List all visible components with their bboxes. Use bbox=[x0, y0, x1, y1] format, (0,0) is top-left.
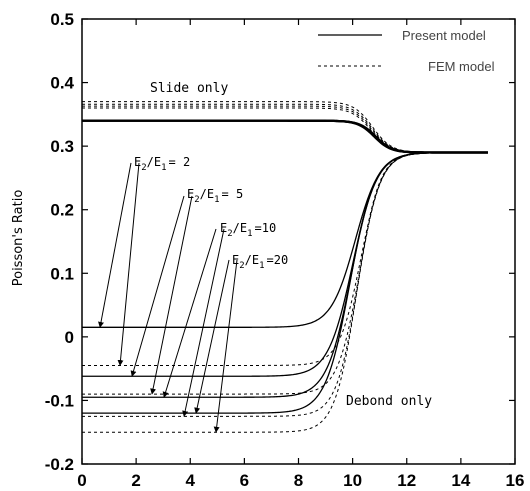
x-tick-label: 4 bbox=[186, 471, 196, 490]
leader-arrow-fem-3 bbox=[184, 229, 224, 416]
y-tick-label: 0.5 bbox=[50, 10, 74, 29]
legend: Present model FEM model bbox=[318, 28, 495, 74]
x-tick-label: 8 bbox=[294, 471, 303, 490]
series-slide-solid-ratio-20 bbox=[82, 121, 488, 153]
x-tick-label: 12 bbox=[397, 471, 416, 490]
series-slide-dashed-ratio-5 bbox=[82, 106, 488, 152]
x-tick-label: 0 bbox=[77, 471, 86, 490]
ratio-label-10: E2/E1 =10 bbox=[220, 221, 276, 239]
series-slide-solid-ratio-2 bbox=[82, 121, 488, 153]
leader-arrow-present-2 bbox=[132, 196, 184, 376]
y-tick-label: 0 bbox=[65, 328, 74, 347]
svg-text:E2/E1= 2: E2/E1 = 2 bbox=[134, 155, 190, 173]
x-tick-label: 16 bbox=[506, 471, 525, 490]
x-tick-label: 10 bbox=[343, 471, 362, 490]
series-debond-solid-ratio-20 bbox=[82, 153, 488, 414]
series-debond-solid-ratio-2 bbox=[82, 153, 488, 328]
svg-text:E2/E1=10: E2/E1 =10 bbox=[220, 221, 276, 239]
y-tick-label: 0.1 bbox=[50, 264, 74, 283]
annotation-slide-only: Slide only bbox=[150, 81, 228, 96]
leader-arrow-present-3 bbox=[164, 229, 216, 397]
y-tick-label: -0.2 bbox=[45, 455, 74, 474]
x-tick-label: 2 bbox=[131, 471, 140, 490]
y-tick-label: 0.3 bbox=[50, 137, 74, 156]
leader-arrow-fem-2 bbox=[152, 196, 192, 394]
y-tick-label: 0.4 bbox=[50, 74, 74, 93]
legend-label-present: Present model bbox=[402, 28, 486, 43]
ratio-label-20: E2/E1 =20 bbox=[232, 253, 288, 271]
series-slide-dashed-ratio-10 bbox=[82, 104, 488, 152]
series-debond-solid-ratio-10 bbox=[82, 153, 488, 398]
y-tick-label: -0.1 bbox=[45, 391, 74, 410]
annotation-debond-only: Debond only bbox=[346, 394, 432, 409]
y-axis-label: Poisson's Ratio bbox=[11, 190, 26, 287]
ratio-label-2: E2/E1 = 2 bbox=[134, 155, 190, 173]
legend-label-fem: FEM model bbox=[428, 59, 495, 74]
ratio-label-5: E2/E1 = 5 bbox=[187, 187, 243, 205]
svg-text:E2/E1= 5: E2/E1 = 5 bbox=[187, 187, 243, 205]
series-slide-dashed-ratio-20 bbox=[82, 102, 488, 153]
series-slide-dashed-ratio-2 bbox=[82, 108, 488, 153]
y-tick-label: 0.2 bbox=[50, 201, 74, 220]
series-debond-dashed-ratio-5 bbox=[82, 153, 488, 395]
x-tick-label: 6 bbox=[240, 471, 249, 490]
series-slide-solid-ratio-5 bbox=[82, 121, 488, 153]
series-slide-solid-ratio-10 bbox=[82, 121, 488, 153]
leader-arrow-fem-1 bbox=[120, 163, 139, 365]
svg-text:E2/E1=20: E2/E1 =20 bbox=[232, 253, 288, 271]
x-tick-label: 14 bbox=[451, 471, 470, 490]
series-debond-dashed-ratio-20 bbox=[82, 153, 488, 433]
leader-arrow-fem-4 bbox=[216, 260, 237, 432]
